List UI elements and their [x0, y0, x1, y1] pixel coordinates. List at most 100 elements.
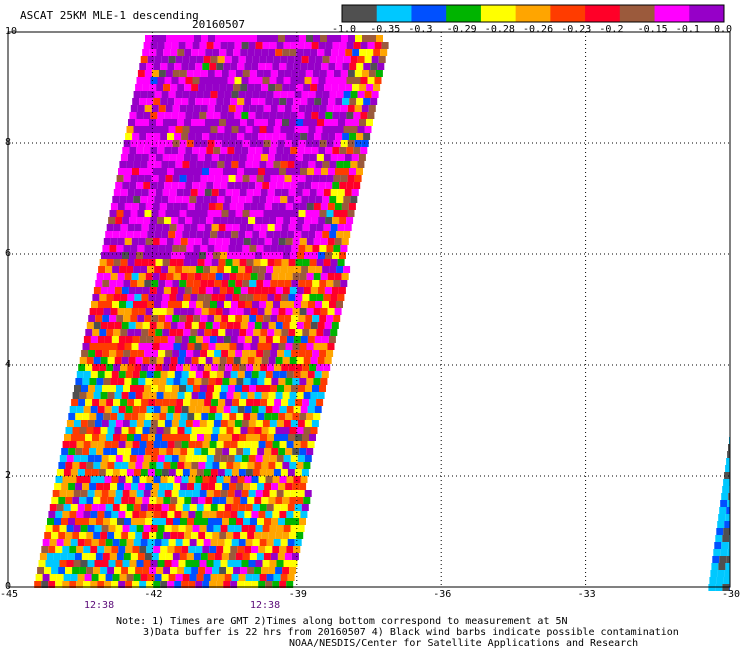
swath-cell: [260, 154, 268, 161]
swath-cell: [64, 434, 71, 441]
swath-cell: [152, 483, 160, 490]
swath-cell: [329, 126, 337, 133]
swath-cell: [289, 357, 297, 364]
swath-cell: [98, 266, 106, 273]
swath-cell: [173, 273, 181, 280]
swath-cell: [279, 98, 287, 105]
swath-cell: [301, 56, 309, 63]
swath-cell: [142, 49, 150, 56]
swath-cell: [232, 399, 240, 406]
swath-cell: [140, 56, 148, 63]
swath-cell: [299, 518, 306, 525]
swath-cell: [237, 168, 244, 175]
swath-cell: [309, 294, 317, 301]
swath-cell: [227, 112, 235, 119]
swath-cell: [306, 378, 314, 385]
swath-cell: [303, 84, 311, 91]
swath-cell: [152, 308, 160, 315]
swath-cell: [296, 287, 304, 294]
swath-cell: [117, 483, 125, 490]
swath-cell: [251, 511, 259, 518]
swath-cell: [322, 91, 330, 98]
swath-cell: [292, 518, 299, 525]
swath-cell: [212, 462, 220, 469]
swath-cell: [210, 266, 218, 273]
swath-cell: [279, 336, 287, 343]
swath-cell: [304, 455, 312, 462]
swath-cell: [257, 483, 265, 490]
swath-cell: [59, 525, 67, 532]
swath-cell: [336, 301, 343, 308]
swath-cell: [230, 336, 238, 343]
swath-cell: [122, 455, 130, 462]
swath-cell: [79, 532, 87, 539]
swath-cell: [265, 336, 273, 343]
swath-cell: [223, 168, 230, 175]
swath-cell: [246, 224, 254, 231]
swath-cell: [143, 560, 151, 567]
swath-cell: [140, 91, 148, 98]
swath-cell: [157, 490, 165, 497]
swath-cell: [175, 574, 183, 581]
swath-cell: [122, 525, 130, 532]
swath-cell: [68, 483, 76, 490]
swath-cell: [51, 567, 59, 574]
swath-cell: [306, 343, 314, 350]
swath-cell: [223, 133, 231, 140]
swath-cell: [241, 147, 249, 154]
swath-cell: [286, 133, 294, 140]
swath-cell: [201, 238, 209, 245]
swath-cell: [105, 574, 113, 581]
swath-cell: [287, 91, 295, 98]
swath-cell: [159, 483, 167, 490]
swath-cell: [143, 77, 151, 84]
swath-cell: [45, 560, 53, 567]
swath-cell: [279, 168, 286, 175]
swath-cell: [117, 308, 125, 315]
swath-cell: [150, 112, 158, 119]
swath-cell: [69, 406, 77, 413]
swath-cell: [151, 315, 159, 322]
swath-cell: [252, 161, 260, 168]
swath-cell: [171, 560, 179, 567]
swath-cell: [97, 546, 105, 553]
swath-cell: [215, 273, 223, 280]
swath-cell: [336, 91, 344, 98]
swath-cell: [721, 542, 729, 549]
swath-cell: [135, 287, 143, 294]
swath-cell: [125, 511, 133, 518]
swath-cell: [145, 203, 153, 210]
swath-cell: [209, 546, 217, 553]
swath-cell: [133, 266, 141, 273]
swath-cell: [103, 483, 111, 490]
swath-cell: [202, 98, 210, 105]
swath-cell: [158, 140, 166, 147]
swath-cell: [209, 98, 217, 105]
swath-cell: [151, 385, 158, 392]
swath-cell: [262, 182, 270, 189]
swath-cell: [127, 364, 135, 371]
swath-cell: [343, 91, 351, 98]
swath-cell: [716, 577, 724, 584]
swath-cell: [195, 476, 203, 483]
swath-cell: [280, 301, 287, 308]
swath-cell: [135, 567, 143, 574]
swath-cell: [201, 378, 209, 385]
swath-cell: [268, 49, 276, 56]
swath-cell: [114, 427, 122, 434]
swath-cell: [225, 434, 232, 441]
swath-cell: [303, 49, 311, 56]
swath-cell: [154, 161, 162, 168]
swath-cell: [126, 161, 134, 168]
swath-cell: [157, 420, 165, 427]
swath-cell: [181, 406, 189, 413]
swath-cell: [266, 196, 274, 203]
swath-cell: [126, 231, 134, 238]
swath-cell: [249, 350, 257, 357]
swath-cell: [289, 287, 297, 294]
swath-cell: [130, 105, 138, 112]
swath-cell: [167, 98, 175, 105]
swath-cell: [112, 574, 120, 581]
swath-cell: [314, 336, 322, 343]
swath-cell: [151, 245, 159, 252]
